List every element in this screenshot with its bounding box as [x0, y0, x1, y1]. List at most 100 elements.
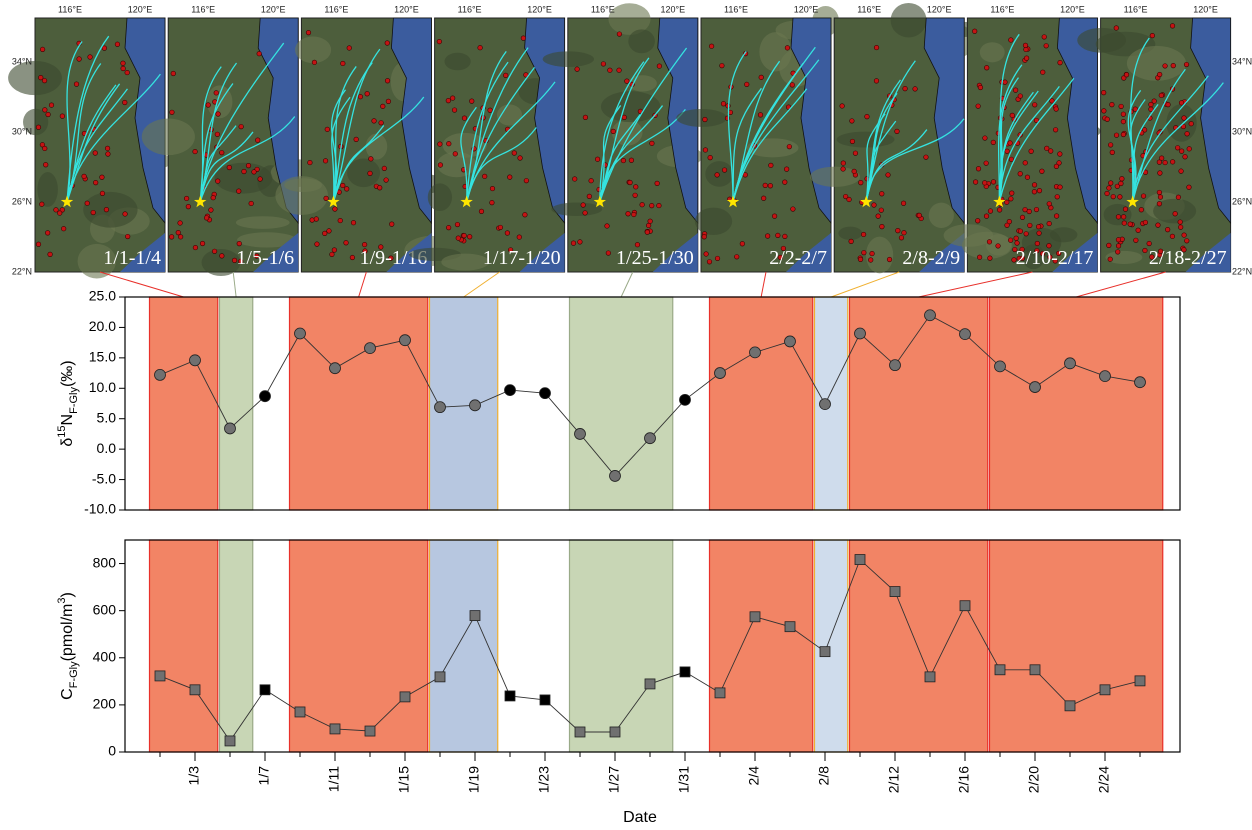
site-dot: [849, 118, 855, 124]
site-dot: [873, 78, 880, 84]
site-dot: [307, 159, 313, 166]
site-dot: [446, 141, 452, 147]
site-dot: [120, 60, 126, 66]
map-lon-label: 116°E: [591, 4, 615, 14]
trajectory: [732, 60, 781, 203]
site-dot: [371, 118, 377, 124]
x-tick-label: 1/19: [466, 766, 482, 793]
y-axis-label-part: F-Gly: [68, 387, 80, 414]
site-dot: [520, 35, 526, 41]
site-dot: [1180, 123, 1187, 130]
site-dot: [39, 46, 46, 53]
site-dot: [489, 200, 495, 206]
site-dot: [461, 233, 467, 239]
y-axis-label-part: N: [59, 414, 76, 426]
site-dot: [482, 173, 488, 179]
map-lon-label: 120°E: [1193, 4, 1218, 14]
site-dot: [995, 243, 1001, 249]
site-dot: [1178, 168, 1184, 174]
data-point: [1134, 675, 1146, 687]
map-lon-label: 116°E: [1124, 4, 1148, 14]
terrain: [294, 36, 332, 64]
site-dot: [507, 247, 514, 253]
site-dot: [1006, 219, 1012, 225]
terrain: [600, 91, 661, 123]
data-point: [889, 359, 901, 372]
data-point: [1064, 700, 1076, 712]
map-panel: [1077, 17, 1232, 273]
map-lon-label: 120°E: [394, 4, 419, 14]
terrain: [141, 118, 195, 156]
site-dot: [1036, 230, 1042, 236]
terrain: [746, 138, 799, 158]
site-dot: [768, 162, 774, 168]
site-dot: [378, 244, 384, 250]
map-sea: [386, 233, 432, 272]
site-dot: [1110, 194, 1116, 200]
site-dot: [1036, 188, 1043, 194]
site-dot: [1158, 248, 1164, 254]
terrain: [928, 202, 954, 228]
site-dot: [48, 102, 55, 108]
site-dot: [720, 101, 727, 107]
site-dot: [1113, 132, 1120, 138]
site-dot: [786, 144, 792, 150]
site-dot: [350, 220, 357, 226]
data-point: [679, 666, 691, 678]
site-dot: [1019, 255, 1025, 261]
site-dot: [1043, 43, 1049, 49]
site-dot: [1046, 220, 1052, 227]
site-dot: [331, 247, 337, 253]
site-dot: [522, 212, 528, 218]
site-dot: [707, 155, 713, 161]
data-point: [434, 671, 446, 683]
site-dot: [616, 67, 622, 73]
site-dot: [646, 222, 652, 229]
site-dot: [762, 182, 768, 188]
site-dot: [1182, 154, 1188, 160]
trajectory: [998, 77, 1075, 203]
site-dot: [1183, 61, 1190, 68]
site-dot: [1052, 258, 1058, 264]
site-dot: [1107, 256, 1113, 262]
period-span: [428, 539, 499, 753]
site-dot: [840, 160, 846, 166]
site-dot: [784, 166, 790, 172]
site-dot: [39, 201, 45, 207]
data-point: [504, 690, 516, 702]
site-dot: [1028, 148, 1034, 154]
trajectory: [599, 61, 645, 203]
map-lon-label: 116°E: [990, 4, 1014, 14]
data-point: [294, 327, 306, 340]
data-point: [854, 327, 866, 340]
site-dot: [1036, 224, 1042, 230]
terrain: [1105, 250, 1143, 264]
trajectory: [199, 116, 296, 203]
site-dot: [1057, 151, 1063, 157]
y-tick-label: 5.0: [97, 409, 117, 425]
site-dot: [322, 158, 329, 164]
site-dot: [323, 195, 329, 201]
site-dot: [461, 115, 468, 121]
terrain: [1021, 227, 1062, 258]
site-dot: [103, 207, 110, 213]
site-dot: [582, 114, 589, 120]
site-dot: [647, 218, 653, 224]
trajectory: [732, 88, 808, 203]
site-dot: [1024, 174, 1031, 180]
site-dot: [1172, 211, 1178, 217]
site-dot: [337, 217, 343, 224]
site-dot: [35, 241, 42, 247]
trajectory: [199, 62, 238, 203]
site-dot: [385, 98, 391, 104]
y-axis-label-part: C: [59, 688, 76, 700]
data-point: [259, 390, 271, 403]
site-dot: [384, 78, 391, 84]
site-dot: [1123, 72, 1130, 78]
site-dot: [47, 251, 53, 257]
site-dot: [169, 109, 175, 115]
x-tick-label: 1/27: [606, 766, 622, 793]
site-dot: [1034, 240, 1040, 247]
x-tick-label: 1/23: [536, 766, 552, 793]
terrain: [442, 132, 487, 158]
